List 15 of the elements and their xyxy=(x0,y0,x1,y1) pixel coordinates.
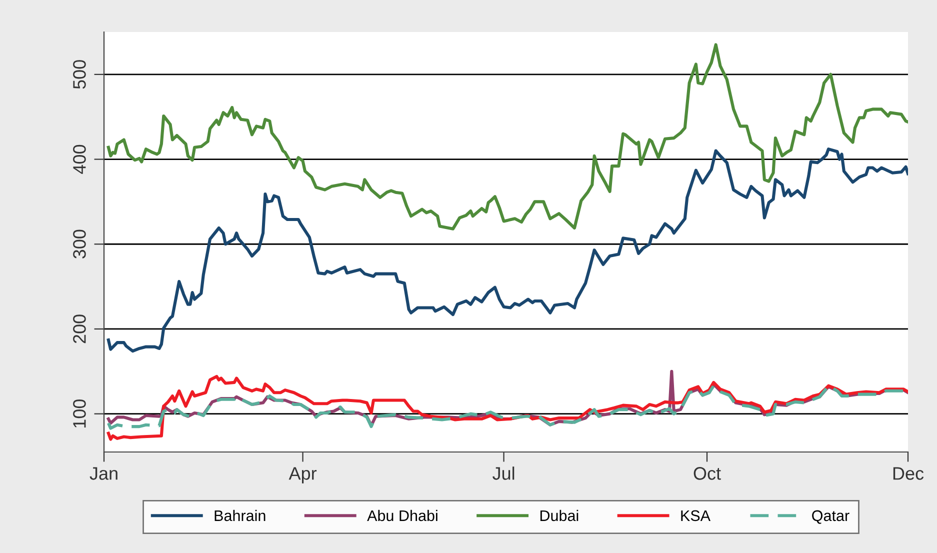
legend-label: Qatar xyxy=(812,510,850,524)
y-tick-label: 100 xyxy=(73,399,86,428)
x-tick-label: Oct xyxy=(694,467,721,480)
y-tick-label: 400 xyxy=(73,144,86,174)
legend-label: Dubai xyxy=(540,510,578,522)
x-tick-label: Jul xyxy=(492,466,514,480)
y-tick-label: 500 xyxy=(73,60,86,89)
legend-label: Bahrain xyxy=(214,510,266,522)
x-tick-label: Jan xyxy=(90,467,118,480)
y-tick-label: 200 xyxy=(73,314,86,344)
x-tick-label: Apr xyxy=(288,467,317,484)
x-tick-label: Dec xyxy=(893,467,924,480)
legend-label: Abu Dhabi xyxy=(367,510,438,522)
y-tick-label: 300 xyxy=(73,230,86,258)
legend-label: KSA xyxy=(681,510,710,522)
